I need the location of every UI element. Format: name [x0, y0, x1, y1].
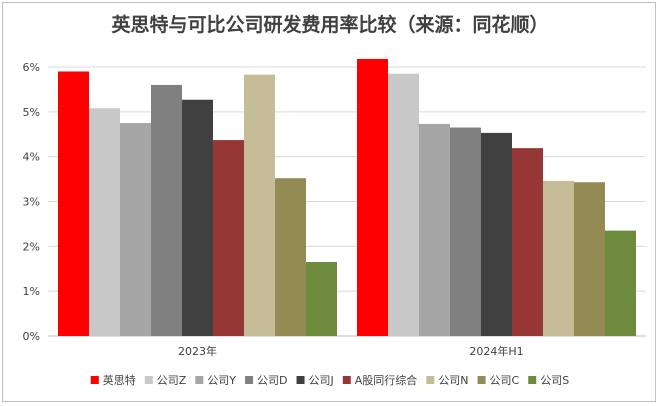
- y-tick-label: 0%: [23, 330, 40, 343]
- bars: [58, 58, 636, 337]
- bar: [574, 182, 605, 336]
- legend-swatch: [296, 376, 305, 384]
- legend-swatch: [342, 376, 351, 384]
- legend-label: 公司D: [257, 374, 287, 387]
- bar: [543, 180, 574, 336]
- y-tick-label: 6%: [23, 61, 40, 74]
- legend-label: 公司N: [438, 374, 468, 387]
- y-tick-label: 4%: [23, 151, 40, 164]
- bar: [357, 58, 388, 337]
- x-axis: 2023年 2024年H1: [178, 344, 524, 358]
- bar: [120, 123, 151, 337]
- bar: [512, 148, 543, 336]
- y-tick-label: 1%: [23, 285, 40, 298]
- bar: [450, 127, 481, 337]
- legend-label: 公司Z: [157, 374, 187, 387]
- bar: [388, 73, 419, 336]
- bar: [244, 74, 275, 336]
- bar: [605, 230, 636, 336]
- y-tick-label: 2%: [23, 240, 40, 253]
- legend-swatch: [528, 376, 537, 384]
- y-tick-label: 5%: [23, 106, 40, 119]
- chart-title: 英思特与可比公司研发费用率比较（来源：同花顺）: [111, 13, 548, 36]
- legend-swatch: [245, 376, 254, 384]
- legend-swatch: [477, 376, 486, 384]
- legend-label: 公司S: [540, 374, 569, 387]
- legend-label: 英思特: [103, 373, 136, 387]
- bar: [89, 108, 120, 336]
- legend-label: A股同行综合: [355, 373, 418, 387]
- legend-swatch: [195, 376, 204, 384]
- legend-swatch: [90, 376, 99, 384]
- x-category-label: 2024年H1: [469, 344, 523, 358]
- bar: [306, 262, 337, 336]
- bar: [481, 132, 512, 336]
- y-tick-label: 3%: [23, 196, 40, 209]
- legend-label: 公司C: [490, 374, 520, 387]
- bar: [182, 99, 213, 336]
- bar: [58, 71, 89, 336]
- legend: 英思特 公司Z 公司Y 公司D 公司J A股同行综合 公司N 公司C 公司S: [90, 373, 569, 387]
- legend-swatch: [426, 376, 435, 384]
- x-category-label: 2023年: [178, 344, 217, 358]
- bar: [213, 140, 244, 336]
- y-axis: 0% 1% 2% 3% 4% 5% 6%: [23, 61, 40, 343]
- legend-label: 公司J: [309, 374, 334, 387]
- bar: [151, 84, 182, 336]
- bar: [419, 123, 450, 337]
- bar: [275, 178, 306, 336]
- legend-label: 公司Y: [207, 374, 236, 387]
- legend-swatch: [144, 376, 153, 384]
